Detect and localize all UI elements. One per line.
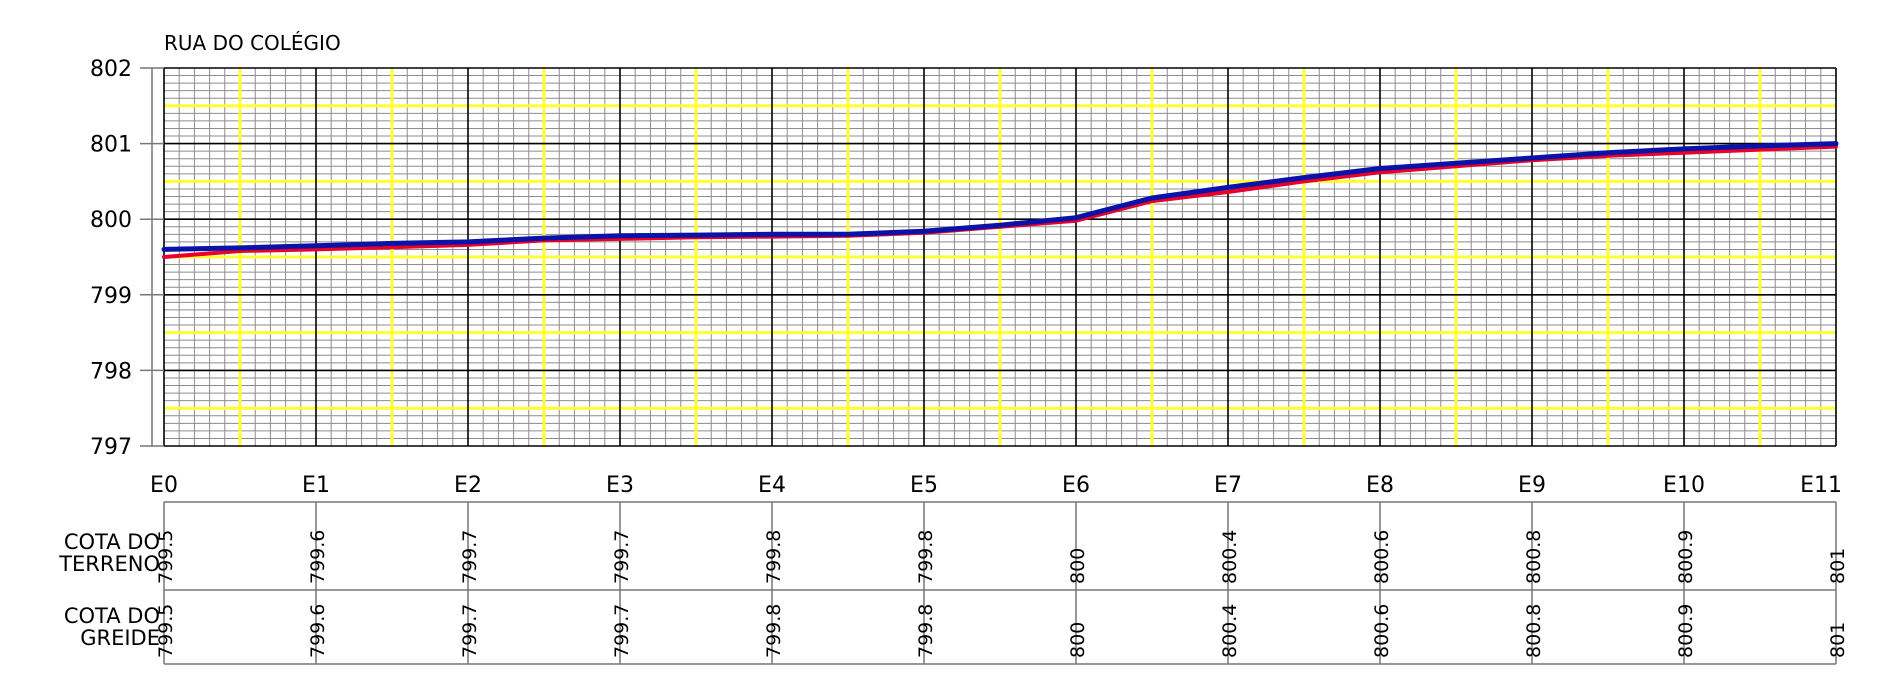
table-cell-value: 799.8 — [763, 604, 785, 658]
x-tick-label: E6 — [1062, 473, 1090, 498]
y-tick-label: 802 — [90, 57, 132, 82]
x-tick-label: E3 — [606, 473, 634, 498]
y-tick-label: 799 — [90, 284, 132, 309]
table-cell-value: 799.8 — [915, 604, 937, 658]
y-axis: 802 801 800 799 798 797 — [90, 57, 164, 460]
y-tick-label: 801 — [90, 133, 132, 158]
table-cell-value: 799.6 — [307, 604, 329, 658]
table-cell-value: 799.5 — [155, 530, 177, 584]
table-cell-value: 800.4 — [1219, 530, 1241, 584]
table-cell-value: 800 — [1067, 548, 1089, 584]
table-cell-value: 800.9 — [1675, 604, 1697, 658]
x-axis-labels: E0 E1 E2 E3 E4 E5 E6 E7 E8 E9 E10 E11 — [150, 473, 1842, 498]
x-tick-label: E2 — [454, 473, 482, 498]
table-cell-value: 799.7 — [611, 604, 633, 658]
table-row-label: TERRENO — [58, 552, 160, 576]
table-cell-value: 800 — [1067, 622, 1089, 658]
table-cell-value: 801 — [1827, 622, 1849, 658]
table-row-label: GREIDE — [80, 626, 160, 650]
x-tick-label: E7 — [1214, 473, 1242, 498]
table-cell-value: 800.6 — [1371, 530, 1393, 584]
x-tick-label: E1 — [302, 473, 330, 498]
x-tick-label: E8 — [1366, 473, 1394, 498]
table-cell-value: 799.7 — [459, 530, 481, 584]
table-cell-value: 800.4 — [1219, 604, 1241, 658]
y-tick-label: 800 — [90, 208, 132, 233]
table-cell-value: 799.5 — [155, 604, 177, 658]
table-row-label: COTA DO — [64, 604, 160, 628]
x-tick-label: E10 — [1663, 473, 1705, 498]
table-cell-value: 800.9 — [1675, 530, 1697, 584]
x-tick-label: E0 — [150, 473, 178, 498]
table-cell-value: 801 — [1827, 548, 1849, 584]
chart-title: RUA DO COLÉGIO — [164, 31, 341, 55]
table-cell-value: 799.8 — [763, 530, 785, 584]
x-tick-label: E4 — [758, 473, 786, 498]
x-tick-label: E5 — [910, 473, 938, 498]
y-tick-label: 797 — [90, 435, 132, 460]
table-cell-value: 799.7 — [459, 604, 481, 658]
table-cell-value: 800.8 — [1523, 604, 1545, 658]
table-cell-value: 800.8 — [1523, 530, 1545, 584]
table-cell-value: 799.7 — [611, 530, 633, 584]
table-cell-value: 799.6 — [307, 530, 329, 584]
table-row-label: COTA DO — [64, 530, 160, 554]
table-cell-value: 800.6 — [1371, 604, 1393, 658]
x-tick-label: E11 — [1800, 473, 1842, 498]
table-cell-value: 799.8 — [915, 530, 937, 584]
series-group — [161, 141, 1839, 259]
x-tick-label: E9 — [1518, 473, 1546, 498]
grade-line — [161, 141, 1839, 252]
y-tick-label: 798 — [90, 359, 132, 384]
plot-grid — [163, 67, 1837, 447]
